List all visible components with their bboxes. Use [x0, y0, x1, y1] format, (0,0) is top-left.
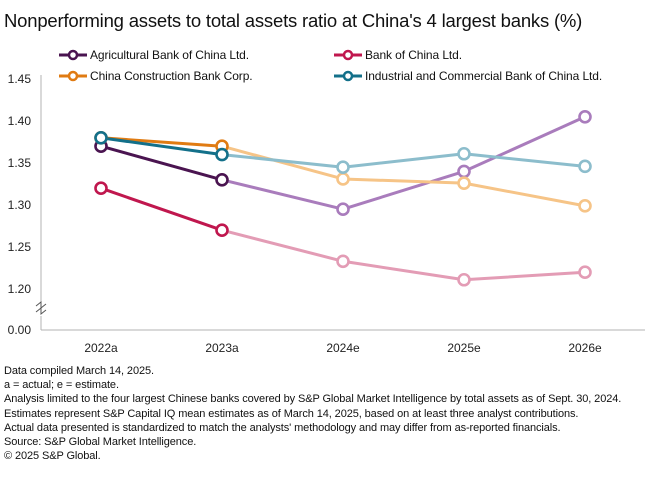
y-tick-label: 0.00	[8, 323, 32, 337]
series-line-estimate	[221, 152, 586, 169]
y-tick-label: 1.35	[8, 156, 32, 170]
note-analysis-scope: Analysis limited to the four largest Chi…	[4, 393, 622, 406]
chart-title: Nonperforming assets to total assets rat…	[4, 10, 583, 31]
legend-item-icbc: Industrial and Commercial Bank of China …	[333, 69, 602, 83]
axis-break-icon	[35, 300, 47, 316]
y-tick-label: 1.25	[8, 240, 32, 254]
y-tick-label: 1.20	[8, 282, 32, 296]
data-point	[578, 159, 592, 174]
legend-marker-icon	[59, 70, 87, 82]
legend-label: China Construction Bank Corp.	[90, 69, 253, 83]
series-line-actual	[100, 136, 223, 157]
legend-item-boc: Bank of China Ltd.	[333, 48, 462, 62]
data-point	[457, 146, 471, 161]
data-point	[336, 202, 350, 216]
chart-notes: Data compiled March 14, 2025. a = actual…	[4, 364, 621, 463]
y-tick-label: 1.30	[8, 198, 32, 212]
legend-marker-icon	[334, 70, 362, 82]
legend-marker-icon	[59, 49, 87, 61]
x-tick-label: 2026e	[568, 341, 602, 355]
data-point	[336, 160, 350, 174]
note-compiled: Data compiled March 14, 2025.	[4, 365, 154, 377]
x-tick-label: 2024e	[326, 341, 360, 355]
axes: 1.45 1.40 1.35 1.30 1.25 1.20 0.00 2022a 2023a 20…	[8, 72, 645, 355]
data-point	[336, 172, 350, 186]
data-point	[215, 223, 229, 237]
data-point	[215, 147, 229, 162]
data-point	[336, 254, 350, 269]
series-line-estimate	[221, 115, 586, 211]
legend-label: Bank of China Ltd.	[365, 48, 462, 62]
y-tick-label: 1.45	[8, 72, 32, 86]
legend-label: Agricultural Bank of China Ltd.	[90, 48, 249, 62]
note-estimates: Estimates represent S&P Capital IQ mean …	[4, 407, 579, 420]
data-point	[578, 199, 592, 213]
note-legend-key: a = actual; e = estimate.	[4, 379, 119, 392]
x-tick-label: 2023a	[205, 341, 239, 355]
y-tick-label: 1.40	[8, 114, 32, 128]
data-point	[578, 110, 592, 124]
data-point	[215, 173, 229, 187]
data-point	[457, 176, 471, 190]
data-point	[94, 131, 108, 145]
data-point	[94, 181, 108, 195]
series-lines	[100, 115, 586, 282]
data-point	[457, 272, 471, 287]
legend-label: Industrial and Commercial Bank of China …	[365, 69, 603, 83]
legend-item-abc: Agricultural Bank of China Ltd.	[58, 48, 249, 62]
data-point	[578, 265, 592, 280]
note-standardized: Actual data presented is standardized to…	[4, 421, 561, 434]
legend-marker-icon	[334, 49, 362, 61]
x-tick-label: 2025e	[447, 341, 481, 355]
note-source: Source: S&P Global Market Intelligence.	[4, 436, 197, 449]
series-line-actual	[100, 144, 223, 182]
line-chart: 1.45 1.40 1.35 1.30 1.25 1.20 0.00 2022a 2023a 20…	[8, 72, 645, 355]
legend-item-ccb: China Construction Bank Corp.	[58, 69, 253, 83]
series-line-estimate	[221, 228, 586, 282]
series-line-estimate	[221, 144, 586, 208]
series-points	[94, 110, 592, 287]
data-point	[457, 164, 471, 179]
series-line-actual	[100, 186, 223, 232]
x-tick-label: 2022a	[84, 341, 118, 355]
note-copyright: © 2025 S&P Global.	[4, 450, 101, 463]
